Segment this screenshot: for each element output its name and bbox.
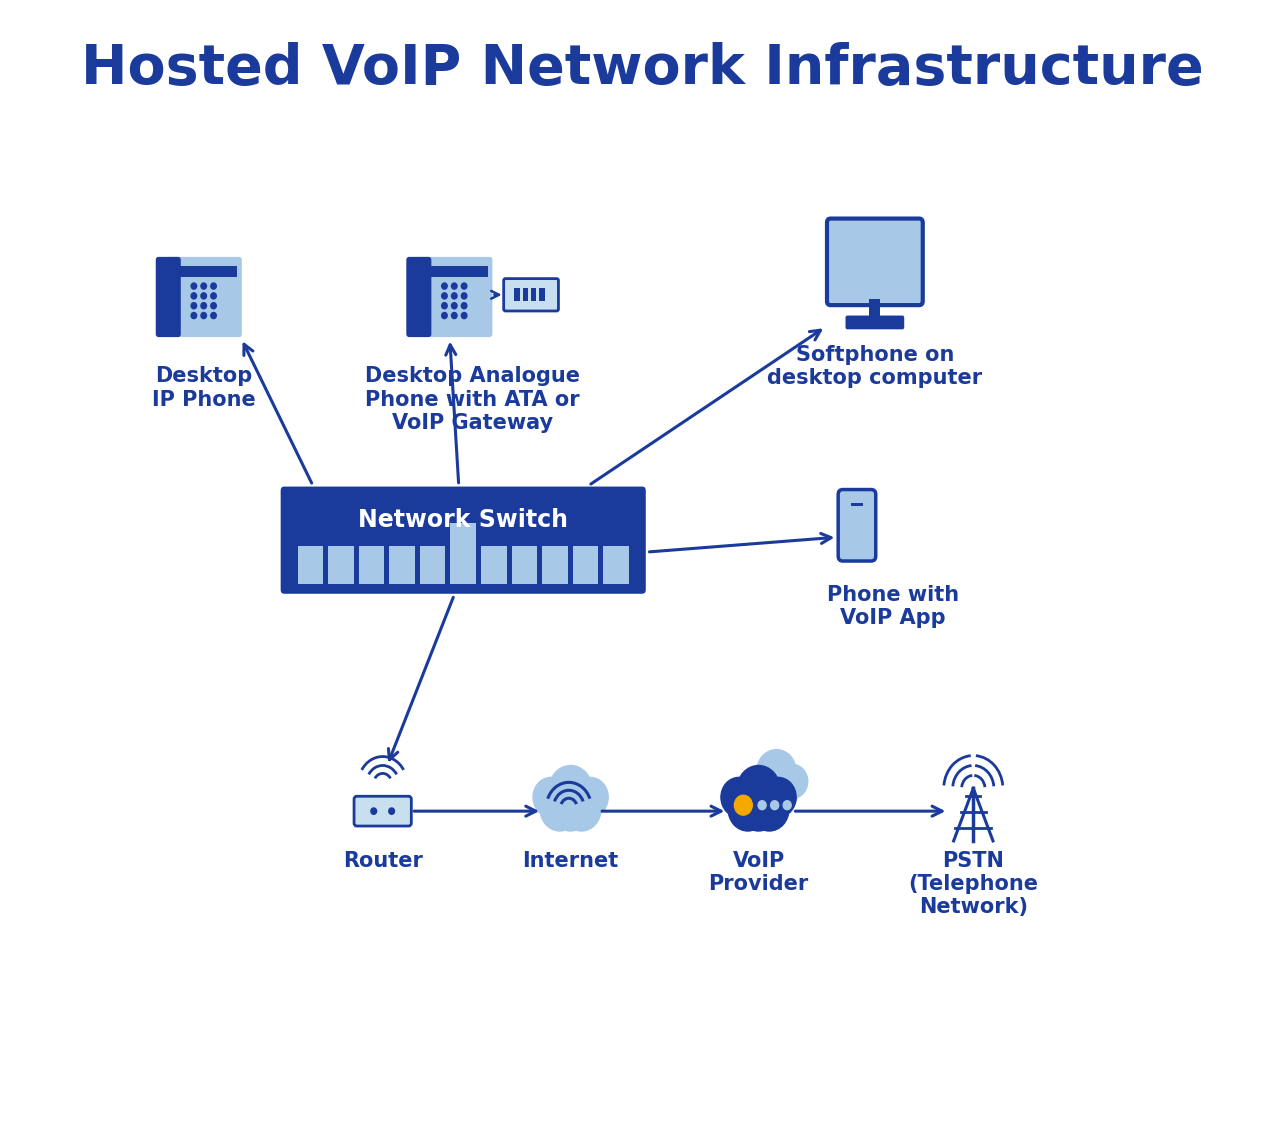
FancyBboxPatch shape xyxy=(828,218,923,305)
Bar xyxy=(451,523,475,584)
Circle shape xyxy=(211,292,216,299)
Bar xyxy=(851,503,864,506)
Circle shape xyxy=(200,292,207,299)
Circle shape xyxy=(540,788,580,831)
FancyBboxPatch shape xyxy=(155,256,181,338)
Bar xyxy=(359,546,384,584)
Text: Desktop Analogue
Phone with ATA or
VoIP Gateway: Desktop Analogue Phone with ATA or VoIP … xyxy=(365,367,580,433)
Bar xyxy=(514,288,519,302)
Circle shape xyxy=(191,313,197,318)
FancyBboxPatch shape xyxy=(416,256,492,338)
Circle shape xyxy=(442,303,447,308)
Bar xyxy=(604,546,628,584)
Circle shape xyxy=(442,292,447,299)
Bar xyxy=(328,546,353,584)
Bar xyxy=(420,267,488,278)
Text: Hosted VoIP Network Infrastructure: Hosted VoIP Network Infrastructure xyxy=(81,42,1204,96)
Circle shape xyxy=(451,313,457,318)
Bar xyxy=(573,546,599,584)
Circle shape xyxy=(200,284,207,289)
Circle shape xyxy=(562,788,601,831)
Bar xyxy=(389,546,415,584)
Bar xyxy=(170,267,238,278)
Circle shape xyxy=(771,801,779,810)
Circle shape xyxy=(721,777,757,817)
Circle shape xyxy=(572,777,608,817)
Text: PSTN
(Telephone
Network): PSTN (Telephone Network) xyxy=(908,850,1038,917)
Circle shape xyxy=(191,292,197,299)
FancyBboxPatch shape xyxy=(355,796,411,826)
Text: VoIP
Provider: VoIP Provider xyxy=(708,850,808,894)
Circle shape xyxy=(761,777,797,817)
Bar xyxy=(523,288,528,302)
Text: Router: Router xyxy=(343,850,423,871)
FancyBboxPatch shape xyxy=(406,256,432,338)
Bar xyxy=(298,546,323,584)
Circle shape xyxy=(461,303,466,308)
Text: Desktop
IP Phone: Desktop IP Phone xyxy=(152,367,256,410)
Circle shape xyxy=(549,765,592,813)
Circle shape xyxy=(729,788,767,831)
FancyBboxPatch shape xyxy=(838,489,876,561)
FancyBboxPatch shape xyxy=(280,487,646,594)
FancyBboxPatch shape xyxy=(846,315,905,330)
Circle shape xyxy=(757,749,797,793)
Circle shape xyxy=(442,284,447,289)
Circle shape xyxy=(389,808,394,814)
Bar xyxy=(540,288,545,302)
Bar xyxy=(511,546,537,584)
Circle shape xyxy=(191,303,197,308)
Bar xyxy=(870,299,880,321)
Text: Network Switch: Network Switch xyxy=(359,508,568,532)
Bar xyxy=(531,288,536,302)
Circle shape xyxy=(371,808,377,814)
Bar xyxy=(542,546,568,584)
Bar xyxy=(420,546,446,584)
Circle shape xyxy=(200,313,207,318)
Text: Phone with
VoIP App: Phone with VoIP App xyxy=(826,585,959,628)
Circle shape xyxy=(200,303,207,308)
Circle shape xyxy=(734,795,752,816)
FancyBboxPatch shape xyxy=(166,256,242,338)
Circle shape xyxy=(758,801,766,810)
Circle shape xyxy=(738,765,780,813)
Circle shape xyxy=(461,313,466,318)
Text: Softphone on
desktop computer: Softphone on desktop computer xyxy=(767,344,983,388)
Circle shape xyxy=(770,777,798,809)
Circle shape xyxy=(551,788,590,831)
FancyBboxPatch shape xyxy=(504,279,559,310)
Circle shape xyxy=(533,777,569,817)
Circle shape xyxy=(451,284,457,289)
Circle shape xyxy=(451,292,457,299)
Circle shape xyxy=(739,788,779,831)
Text: Internet: Internet xyxy=(523,850,619,871)
Circle shape xyxy=(191,284,197,289)
Circle shape xyxy=(211,313,216,318)
Circle shape xyxy=(211,284,216,289)
Circle shape xyxy=(777,765,808,799)
Bar xyxy=(481,546,506,584)
Circle shape xyxy=(783,801,792,810)
Circle shape xyxy=(211,303,216,308)
Circle shape xyxy=(461,292,466,299)
Circle shape xyxy=(442,313,447,318)
Circle shape xyxy=(749,788,789,831)
Circle shape xyxy=(451,303,457,308)
Circle shape xyxy=(461,284,466,289)
